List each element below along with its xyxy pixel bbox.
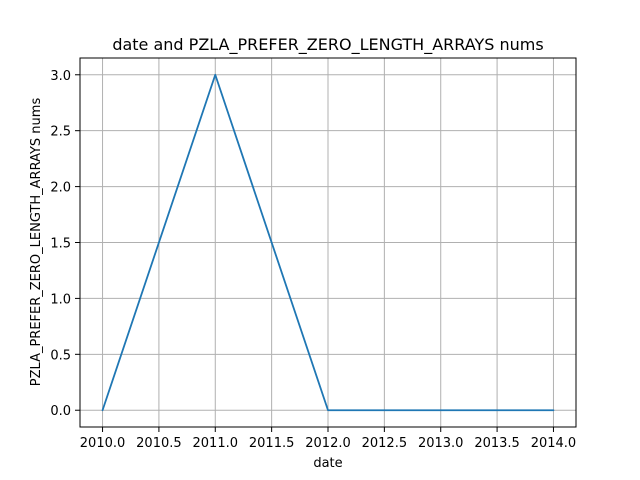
x-tick-label: 2013.0: [418, 436, 464, 451]
grid-lines: [80, 58, 576, 427]
y-tick-label: 0.5: [50, 348, 71, 363]
y-tick-label: 1.5: [50, 237, 71, 252]
series-group: [101, 73, 555, 412]
x-tick-label: 2012.5: [362, 436, 408, 451]
x-tick-label: 2011.0: [193, 436, 239, 451]
y-axis-label: PZLA_PREFER_ZERO_LENGTH_ARRAYS nums: [29, 98, 44, 387]
x-tick-label: 2010.0: [80, 436, 126, 451]
x-tick-label: 2012.0: [305, 436, 351, 451]
x-tick-label: 2013.5: [474, 436, 520, 451]
y-tick-label: 1.0: [50, 292, 71, 307]
y-tick-label: 3.0: [50, 69, 71, 84]
x-tick-label: 2014.0: [531, 436, 577, 451]
x-axis-label: date: [313, 456, 342, 471]
chart-title: date and PZLA_PREFER_ZERO_LENGTH_ARRAYS …: [112, 35, 543, 55]
x-tick-label: 2011.5: [249, 436, 295, 451]
y-tick-label: 2.0: [50, 181, 71, 196]
axis-ticks: 2010.0 2010.5 2011.0 2011.5 2012.0 2012.5 2013…: [50, 69, 576, 451]
y-tick-label: 0.0: [50, 404, 71, 419]
y-tick-label: 2.5: [50, 125, 71, 140]
x-tick-label: 2010.5: [136, 436, 182, 451]
